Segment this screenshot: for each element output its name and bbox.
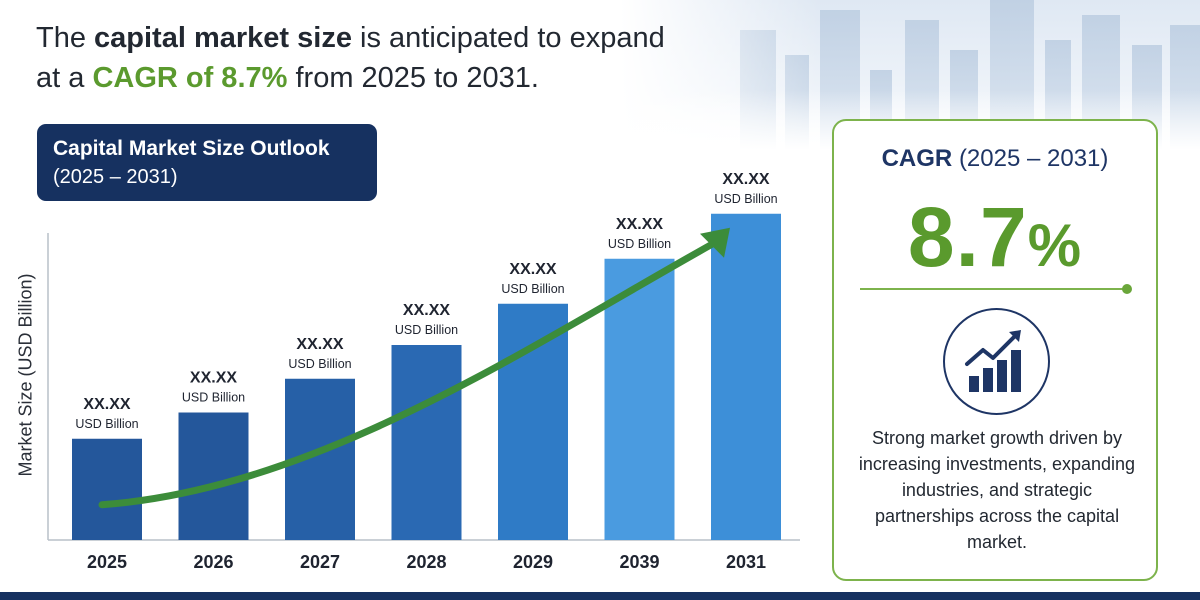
data-label-value: XX.XX (190, 370, 237, 387)
data-label-unit: USD Billion (714, 192, 777, 206)
bar-2031 (711, 214, 781, 540)
x-tick-label: 2025 (87, 552, 127, 572)
data-label-value: XX.XX (509, 261, 556, 278)
data-label-unit: USD Billion (182, 391, 245, 405)
bottom-bar (0, 592, 1200, 600)
data-label-unit: USD Billion (288, 357, 351, 371)
data-label-value: XX.XX (296, 336, 343, 353)
bar-2028 (392, 345, 462, 540)
divider-line (860, 288, 1128, 290)
x-tick-label: 2039 (619, 552, 659, 572)
cagr-unit: % (1028, 212, 1082, 279)
data-label-value: XX.XX (403, 302, 450, 319)
cagr-description: Strong market growth driven by increasin… (852, 425, 1142, 555)
data-label-unit: USD Billion (608, 237, 671, 251)
data-label-value: XX.XX (616, 216, 663, 233)
data-label-value: XX.XX (83, 396, 130, 413)
bar-2025 (72, 439, 142, 540)
x-tick-label: 2026 (193, 552, 233, 572)
x-tick-label: 2031 (726, 552, 766, 572)
data-label-value: XX.XX (722, 171, 769, 188)
cagr-label: CAGR (882, 145, 953, 172)
cagr-title: CAGR (2025 – 2031) (834, 145, 1156, 173)
cagr-value: 8.7% (834, 189, 1156, 286)
x-tick-label: 2029 (513, 552, 553, 572)
divider-dot (1122, 284, 1132, 294)
cagr-number: 8.7 (908, 190, 1028, 284)
cagr-period: (2025 – 2031) (959, 145, 1108, 172)
data-label-unit: USD Billion (395, 323, 458, 337)
x-tick-label: 2028 (406, 552, 446, 572)
data-label-unit: USD Billion (75, 417, 138, 431)
x-tick-label: 2027 (300, 552, 340, 572)
growth-chart-icon (943, 308, 1050, 415)
cagr-card: CAGR (2025 – 2031) 8.7% Strong market gr… (832, 119, 1158, 581)
bar-chart: XX.XX USD Billion 2025 XX.XX USD Billion 2026… (0, 0, 820, 600)
bar-2029 (498, 304, 568, 540)
data-label-unit: USD Billion (501, 282, 564, 296)
